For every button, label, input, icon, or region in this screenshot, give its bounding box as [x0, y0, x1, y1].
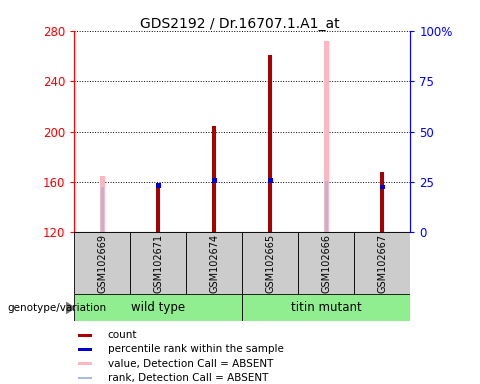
- Bar: [74, 294, 242, 321]
- Bar: [299, 232, 354, 294]
- Text: GSM102674: GSM102674: [209, 233, 219, 293]
- Text: GSM102666: GSM102666: [322, 233, 331, 293]
- Bar: [242, 232, 299, 294]
- Bar: [131, 232, 186, 294]
- Bar: [78, 362, 92, 365]
- Text: genotype/variation: genotype/variation: [7, 303, 107, 313]
- Bar: [325, 180, 328, 232]
- Text: GSM102671: GSM102671: [154, 233, 163, 293]
- Text: GSM102665: GSM102665: [265, 233, 276, 293]
- Text: wild type: wild type: [132, 301, 185, 314]
- Bar: [212, 179, 217, 183]
- Bar: [78, 377, 92, 379]
- Bar: [380, 185, 385, 189]
- Bar: [242, 294, 410, 321]
- Bar: [78, 348, 92, 351]
- Polygon shape: [66, 303, 75, 313]
- Bar: [324, 41, 329, 232]
- Text: value, Detection Call = ABSENT: value, Detection Call = ABSENT: [108, 359, 273, 369]
- Bar: [101, 187, 104, 232]
- Bar: [74, 232, 131, 294]
- Bar: [381, 172, 384, 232]
- Bar: [268, 55, 272, 232]
- Bar: [156, 186, 160, 232]
- Text: GDS2192 / Dr.16707.1.A1_at: GDS2192 / Dr.16707.1.A1_at: [140, 17, 340, 31]
- Bar: [156, 184, 161, 188]
- Text: GSM102667: GSM102667: [377, 233, 387, 293]
- Bar: [78, 334, 92, 336]
- Bar: [268, 179, 273, 183]
- Bar: [186, 232, 242, 294]
- Text: count: count: [108, 330, 137, 340]
- Bar: [354, 232, 410, 294]
- Text: GSM102669: GSM102669: [97, 233, 108, 293]
- Bar: [213, 126, 216, 232]
- Text: titin mutant: titin mutant: [291, 301, 362, 314]
- Text: rank, Detection Call = ABSENT: rank, Detection Call = ABSENT: [108, 373, 268, 383]
- Text: percentile rank within the sample: percentile rank within the sample: [108, 344, 284, 354]
- Bar: [100, 175, 105, 232]
